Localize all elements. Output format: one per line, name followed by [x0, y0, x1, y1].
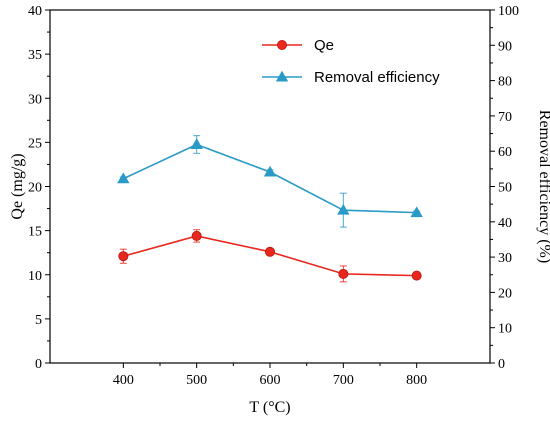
y-right-tick-label: 30: [498, 251, 512, 266]
legend-label-1: Removal efficiency: [314, 69, 440, 86]
x-tick-label: 500: [186, 373, 207, 388]
x-tick-label: 700: [333, 373, 354, 388]
y-left-tick-label: 35: [28, 48, 42, 63]
data-point-1: [410, 206, 423, 218]
y-right-tick-label: 70: [498, 110, 512, 125]
data-point-0: [411, 270, 422, 281]
data-point-0: [118, 251, 129, 262]
plot-frame: [49, 9, 491, 364]
y-right-tick-label: 50: [498, 181, 512, 196]
y-right-tick-label: 40: [498, 216, 512, 231]
data-point-0: [264, 246, 275, 257]
data-point-1: [337, 203, 350, 215]
legend-marker-0: [276, 40, 287, 51]
legend-marker-1: [275, 70, 289, 82]
data-point-1: [117, 172, 130, 184]
y-left-tick-label: 0: [35, 357, 42, 372]
y-left-tick-label: 5: [35, 313, 42, 328]
y-right-tick-label: 80: [498, 75, 512, 90]
y-right-tick-label: 90: [498, 39, 512, 54]
y-left-tick-label: 10: [28, 269, 42, 284]
x-tick-label: 800: [406, 373, 427, 388]
data-point-0: [338, 268, 349, 279]
legend-label-0: Qe: [314, 37, 334, 54]
x-axis-title: T (°C): [249, 399, 290, 416]
y-left-tick-label: 25: [28, 136, 42, 151]
y-right-tick-label: 20: [498, 286, 512, 301]
y-right-tick-label: 0: [498, 357, 505, 372]
y-right-axis-title: Removal efficiency (%): [536, 110, 550, 263]
series-line-1: [122, 143, 417, 214]
x-tick-label: 600: [260, 373, 281, 388]
y-left-tick-label: 40: [28, 4, 42, 19]
y-right-tick-label: 60: [498, 145, 512, 160]
data-point-1: [263, 165, 277, 177]
y-left-axis-title: Qe (mg/g): [9, 153, 26, 219]
y-left-tick-label: 30: [28, 92, 42, 107]
x-tick-label: 400: [113, 373, 134, 388]
data-point-1: [190, 138, 203, 150]
plot-layer: 400 500 600 700 8000510152025303540010203040…: [9, 4, 550, 416]
data-point-0: [191, 230, 202, 241]
y-right-tick-label: 100: [498, 4, 519, 19]
y-right-tick-label: 10: [498, 322, 512, 337]
y-left-tick-label: 20: [28, 181, 42, 196]
y-left-tick-label: 15: [28, 225, 42, 240]
